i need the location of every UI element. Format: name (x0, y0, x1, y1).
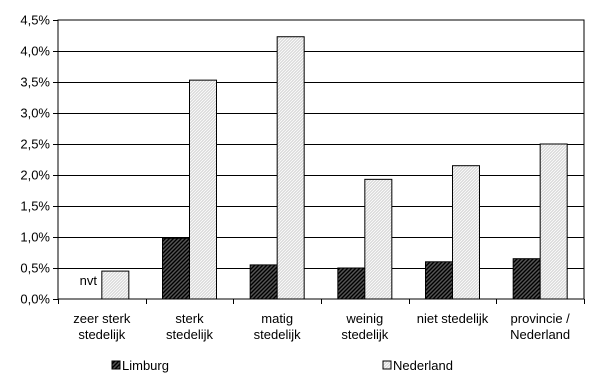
bar-limburg (249, 264, 278, 300)
y-tick-label: 2,0% (20, 168, 50, 183)
x-category-label: niet stedelijk (417, 311, 489, 326)
legend-label-limburg: Limburg (122, 358, 169, 373)
y-tick-label: 4,0% (20, 44, 50, 59)
y-tick-label: 2,5% (20, 137, 50, 152)
bars-layer (101, 36, 568, 300)
x-category-label: provincie / Nederland (510, 311, 570, 342)
bar-nederland (101, 270, 130, 300)
y-tick-label: 1,0% (20, 230, 50, 245)
annotation-label: nvt (80, 273, 98, 288)
y-tick-label: 0,5% (20, 261, 50, 276)
bar-limburg (162, 237, 190, 300)
legend-swatch-limburg (111, 360, 121, 370)
y-tick-label: 0,0% (20, 292, 50, 307)
legend-swatch-nederland (382, 360, 392, 370)
x-category-label: matig stedelijk (254, 311, 301, 342)
y-tick-label: 3,5% (20, 75, 50, 90)
x-category-label: zeer sterk stedelijk (73, 311, 131, 342)
bar-nederland (539, 143, 568, 300)
bar-limburg (512, 258, 541, 300)
axes-layer (53, 19, 585, 304)
x-category-label: weinig stedelijk (341, 311, 388, 342)
y-tick-label: 3,0% (20, 106, 50, 121)
bar-nederland (276, 36, 305, 300)
y-tick-label: 1,5% (20, 199, 50, 214)
bar-nederland (452, 165, 480, 300)
x-category-label: sterk stedelijk (166, 311, 213, 342)
labels-layer: 0,0% 0,5% 1,0% 1,5% 2,0% 2,5% 3,0% 3,5% 4,0% 4,5%… (20, 13, 570, 343)
legend-label-nederland: Nederland (393, 358, 453, 373)
bar-nederland (189, 79, 217, 300)
bar-nederland (364, 178, 393, 300)
grid-layer (58, 51, 584, 269)
plot-area (57, 19, 585, 300)
legend: Limburg Nederland (111, 358, 453, 373)
y-tick-label: 4,5% (20, 13, 50, 28)
bar-limburg (337, 267, 366, 300)
bar-limburg (425, 261, 453, 300)
